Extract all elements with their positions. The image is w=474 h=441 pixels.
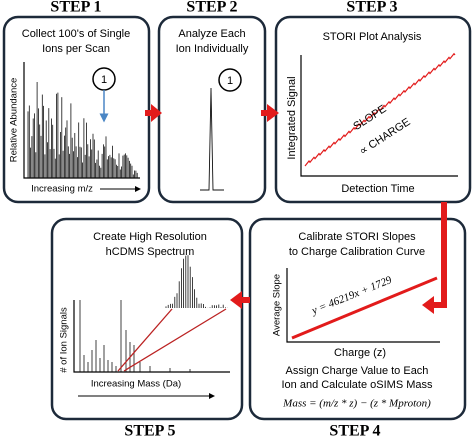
footer-text: Ion and Calculate oSIMS Mass bbox=[281, 379, 433, 391]
axis-label: Integrated Signal bbox=[286, 76, 298, 159]
marker: 1 bbox=[101, 74, 107, 86]
step-label: STEP 4 bbox=[329, 423, 380, 440]
step-title: Ion Individually bbox=[176, 43, 249, 55]
flow-arrows bbox=[145, 104, 447, 314]
single-peak bbox=[200, 87, 224, 191]
marker-circle bbox=[218, 68, 242, 92]
axis-label: # of Ion Signals bbox=[59, 307, 70, 373]
step-label: STEP 1 bbox=[50, 0, 101, 16]
formula: Mass = (m/z * z) − (z * Mproton) bbox=[282, 398, 431, 410]
axis-label: Average Slope bbox=[272, 274, 283, 336]
step-title: hCDMS Spectrum bbox=[106, 246, 195, 258]
axis-label: Increasing Mass (Da) bbox=[91, 379, 181, 390]
axis-label: Charge (z) bbox=[334, 347, 386, 359]
step-title: Analyze Each bbox=[178, 28, 245, 40]
step3-box bbox=[274, 15, 472, 204]
axes bbox=[23, 62, 140, 179]
step-label: STEP 3 bbox=[346, 0, 397, 16]
axis-label: Detection Time bbox=[341, 183, 414, 195]
step-title: Collect 100's of Single bbox=[22, 28, 131, 40]
step5-box bbox=[50, 217, 244, 421]
step-label: STEP 2 bbox=[186, 0, 237, 16]
footer-text: Assign Charge Value to Each bbox=[286, 365, 429, 377]
stori-trace bbox=[304, 52, 456, 167]
axis-label: Relative Abundance bbox=[9, 78, 20, 163]
axes bbox=[73, 300, 230, 373]
axes bbox=[286, 268, 440, 343]
step-title: to Charge Calibration Curve bbox=[289, 246, 425, 258]
step-title: STORI Plot Analysis bbox=[323, 31, 422, 43]
axes bbox=[300, 55, 458, 177]
marker: 1 bbox=[227, 75, 233, 87]
calibration-line bbox=[291, 276, 438, 340]
step-title: Create High Resolution bbox=[93, 231, 207, 243]
axis-label: Increasing m/z bbox=[31, 184, 93, 195]
spectrum bbox=[27, 82, 138, 178]
step4-box bbox=[248, 217, 467, 421]
inset-spectrum bbox=[165, 255, 229, 308]
zoom-line bbox=[117, 308, 173, 372]
step-label: STEP 5 bbox=[124, 423, 175, 440]
step-title: Ions per Scan bbox=[42, 43, 110, 55]
zoom-line bbox=[123, 308, 227, 372]
step-title: Calibrate STORI Slopes bbox=[298, 231, 416, 243]
step2-box bbox=[157, 15, 267, 204]
